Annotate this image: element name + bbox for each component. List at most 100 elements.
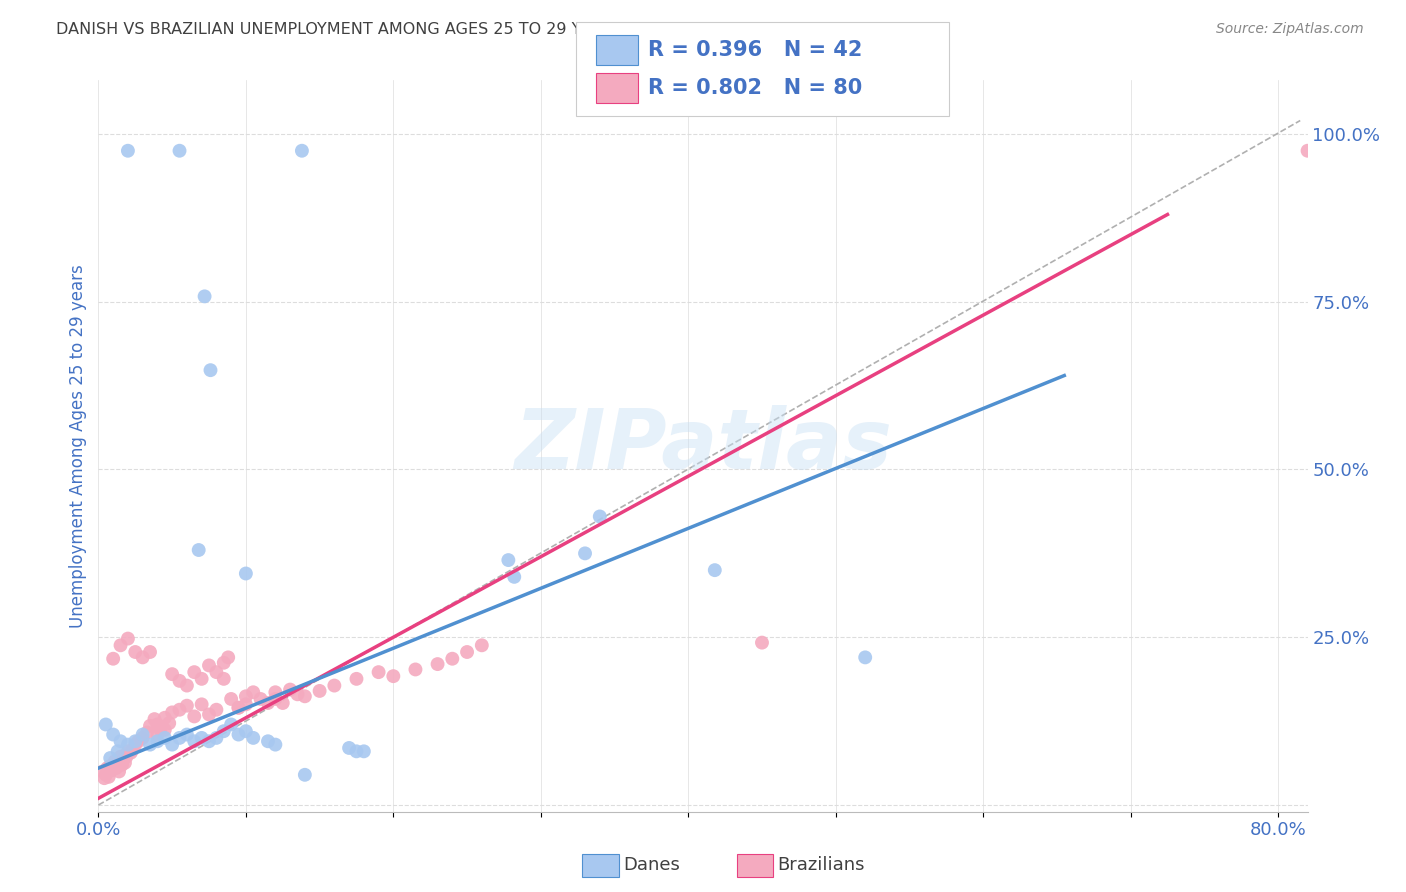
Point [146,734,169,748]
Point [117,632,139,646]
Point [124,738,146,752]
Point [124,734,146,748]
Point [139,645,162,659]
Point [353,744,375,758]
Point [194,289,217,303]
Point [94,717,117,731]
Point [91,764,114,779]
Point [205,703,228,717]
Point [853,650,876,665]
Point [589,509,612,524]
Point [404,663,426,677]
Point [187,543,209,558]
Point [117,738,139,752]
Point [105,761,128,775]
Point [190,672,212,686]
Point [287,687,309,701]
Point [160,706,183,720]
Point [249,692,271,706]
Point [169,673,191,688]
Point [1296,144,1319,158]
Point [160,738,183,752]
Point [131,727,153,741]
Point [228,700,250,714]
Point [257,734,280,748]
Point [176,679,198,693]
Point [198,658,221,673]
Point [264,692,287,706]
Point [146,727,169,741]
Point [498,553,520,567]
Point [308,684,330,698]
Point [94,768,117,782]
Text: R = 0.802   N = 80: R = 0.802 N = 80 [648,78,862,98]
Point [176,727,198,741]
Point [120,746,142,760]
Point [112,751,135,765]
Point [219,717,242,731]
Point [169,144,191,158]
Point [212,724,235,739]
Point [703,563,725,577]
Point [323,679,346,693]
Point [291,144,314,158]
Point [101,757,124,772]
Point [117,744,139,758]
Point [228,727,250,741]
Point [107,744,129,758]
Point [205,665,228,680]
Point [97,770,120,784]
Point [98,751,121,765]
Point [108,764,131,779]
Point [153,711,176,725]
Point [228,700,250,714]
Point [139,719,162,733]
Point [456,645,478,659]
Point [115,749,138,764]
Point [212,656,235,670]
Point [104,755,127,769]
Point [198,734,221,748]
Point [107,756,129,771]
Point [160,667,183,681]
Point [257,696,280,710]
Point [441,651,464,665]
Point [190,698,212,712]
Point [278,682,301,697]
Point [111,757,134,772]
Point [93,771,115,785]
Point [264,738,287,752]
Point [235,724,257,739]
Point [235,690,257,704]
Point [146,717,169,731]
Y-axis label: Unemployment Among Ages 25 to 29 years: Unemployment Among Ages 25 to 29 years [69,264,87,628]
Point [136,725,159,739]
Point [121,743,143,757]
Text: ZIPatlas: ZIPatlas [515,406,891,486]
Point [337,741,360,756]
Point [235,566,257,581]
Point [205,731,228,745]
Point [198,707,221,722]
Point [751,635,773,649]
Point [503,570,526,584]
Point [100,763,122,777]
Point [219,692,242,706]
Point [110,638,132,652]
Point [110,749,132,764]
Point [169,703,191,717]
Point [114,756,136,770]
Point [169,731,191,745]
Point [294,768,316,782]
Point [264,685,287,699]
Point [183,665,205,680]
Point [212,672,235,686]
Point [139,738,162,752]
Point [183,734,205,748]
Point [183,709,205,723]
Point [131,731,153,745]
Point [117,144,139,158]
Point [143,712,166,726]
Point [426,657,449,671]
Point [101,727,124,741]
